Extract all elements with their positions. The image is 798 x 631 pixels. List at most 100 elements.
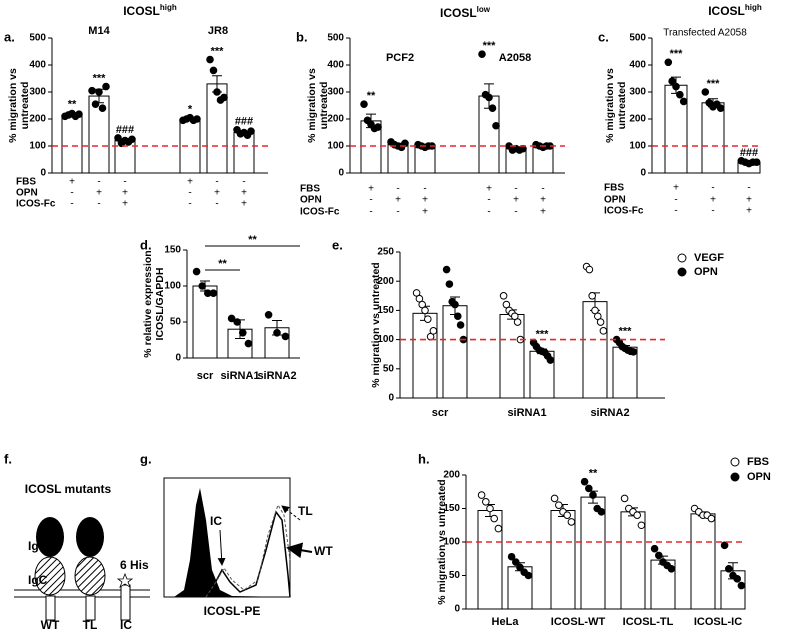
significance: ### bbox=[235, 116, 253, 128]
condition-mark: - bbox=[97, 177, 100, 188]
data-point bbox=[516, 563, 524, 572]
condition-mark: - bbox=[123, 177, 126, 188]
data-point bbox=[650, 544, 659, 553]
panel-letter: e. bbox=[332, 237, 343, 252]
legend-marker bbox=[677, 267, 687, 277]
panel-letter: b. bbox=[296, 29, 308, 44]
x-axis-label: ICOSL-PE bbox=[204, 604, 261, 618]
y-tick-label: 50 bbox=[383, 363, 395, 374]
data-point bbox=[213, 88, 221, 96]
x-tick-label: siRNA1 bbox=[507, 407, 546, 419]
data-point bbox=[482, 498, 490, 506]
condition-mark: - bbox=[423, 184, 426, 195]
legend-label: FBS bbox=[747, 456, 769, 468]
condition-mark: - bbox=[70, 188, 73, 199]
data-point bbox=[360, 100, 368, 108]
condition-mark: - bbox=[215, 177, 218, 188]
data-point bbox=[227, 314, 236, 323]
significance: ** bbox=[589, 468, 598, 480]
arrow bbox=[281, 505, 301, 521]
data-point bbox=[567, 518, 576, 526]
data-point bbox=[720, 541, 729, 550]
data-point bbox=[725, 565, 733, 573]
y-tick-label: 0 bbox=[454, 604, 460, 615]
variant-label: IC bbox=[120, 618, 132, 631]
y-axis-label: % migration vs untreated bbox=[436, 479, 448, 604]
condition-mark: + bbox=[368, 184, 374, 195]
significance: *** bbox=[619, 326, 633, 338]
condition-mark: - bbox=[711, 206, 714, 217]
bar bbox=[720, 570, 746, 610]
panel-title: ICOSLhigh bbox=[123, 3, 177, 18]
bar bbox=[442, 305, 468, 399]
condition-mark: + bbox=[746, 195, 752, 206]
condition-mark: + bbox=[540, 195, 546, 206]
data-point bbox=[209, 289, 218, 298]
bar bbox=[499, 313, 525, 399]
data-point bbox=[478, 50, 486, 59]
data-point bbox=[209, 66, 218, 75]
y-axis-label: % relative expression bbox=[142, 250, 154, 357]
condition-mark: - bbox=[242, 177, 245, 188]
data-point bbox=[546, 356, 555, 364]
condition-mark: + bbox=[422, 195, 428, 206]
condition-mark: - bbox=[487, 207, 490, 218]
bracket-label: ** bbox=[218, 258, 227, 270]
condition-label: FBS bbox=[604, 183, 624, 194]
x-tick-label: ICOSL-WT bbox=[551, 616, 606, 628]
y-tick-label: 500 bbox=[327, 33, 344, 44]
y-tick-label: 400 bbox=[629, 60, 646, 71]
domain-label: IgC bbox=[28, 573, 48, 587]
bar bbox=[412, 312, 438, 399]
x-tick-label: siRNA1 bbox=[220, 370, 259, 382]
condition-mark: - bbox=[188, 199, 191, 210]
title-sup: high bbox=[745, 3, 762, 12]
plot-frame bbox=[163, 477, 291, 598]
condition-mark: + bbox=[746, 206, 752, 217]
x-tick-label: HeLa bbox=[492, 616, 520, 628]
condition-mark: - bbox=[369, 195, 372, 206]
diagram-f: f. ICOSL mutants IgV IgC 6 His WT TL IC bbox=[4, 451, 150, 631]
data-point bbox=[454, 312, 462, 321]
igv-domain bbox=[76, 517, 104, 557]
y-tick-label: 0 bbox=[338, 168, 344, 179]
y-axis-label: % migration vs bbox=[306, 68, 318, 143]
stalk bbox=[85, 595, 96, 621]
data-point bbox=[91, 100, 100, 108]
stalk bbox=[120, 584, 131, 621]
y-axis-label: % migration vs bbox=[604, 68, 616, 143]
condition-mark: - bbox=[396, 184, 399, 195]
condition-mark: - bbox=[514, 184, 517, 195]
data-point bbox=[88, 86, 96, 95]
data-point bbox=[244, 339, 253, 348]
condition-mark: - bbox=[674, 195, 677, 206]
y-tick-label: 100 bbox=[327, 141, 344, 152]
condition-mark: + bbox=[122, 188, 128, 199]
flow-g: g. IC TL WT ICOSL-PE bbox=[140, 451, 333, 618]
title-main: ICOSL bbox=[123, 4, 160, 18]
title-main: ICOSL bbox=[440, 6, 477, 20]
y-tick-label: 0 bbox=[175, 353, 181, 364]
condition-mark: + bbox=[422, 207, 428, 218]
significance: * bbox=[188, 104, 193, 116]
data-point bbox=[550, 494, 559, 503]
condition-mark: - bbox=[487, 195, 490, 206]
condition-mark: - bbox=[369, 207, 372, 218]
bar bbox=[612, 346, 638, 399]
data-point bbox=[620, 494, 629, 503]
y-tick-label: 300 bbox=[629, 87, 646, 98]
panel-letter: a. bbox=[4, 29, 15, 44]
condition-mark: + bbox=[540, 207, 546, 218]
data-point bbox=[477, 491, 486, 499]
domain-label: 6 His bbox=[120, 558, 149, 572]
bar bbox=[690, 513, 716, 610]
data-point bbox=[264, 311, 273, 319]
significance: *** bbox=[93, 73, 107, 85]
condition-mark: - bbox=[514, 207, 517, 218]
data-point bbox=[580, 477, 589, 486]
condition-mark: + bbox=[710, 195, 716, 206]
y-tick-label: 100 bbox=[164, 281, 181, 292]
condition-mark: + bbox=[395, 195, 401, 206]
data-point bbox=[512, 558, 520, 566]
y-axis-label: untreated bbox=[19, 82, 31, 130]
